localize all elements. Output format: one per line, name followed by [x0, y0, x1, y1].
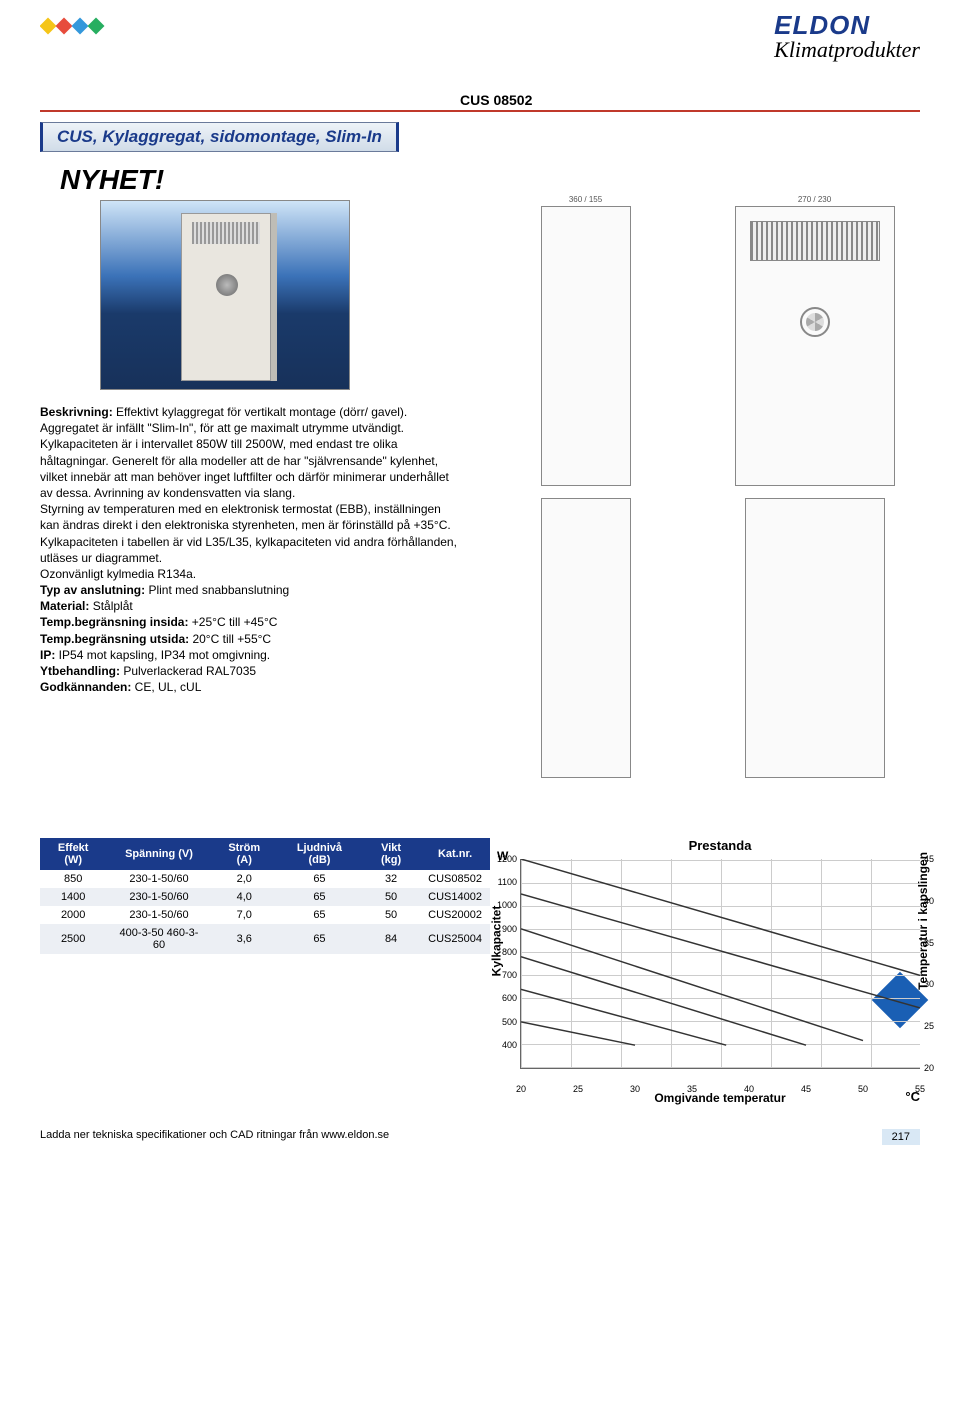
table-row: 850230-1-50/602,06532CUS08502	[40, 870, 490, 888]
model-code: CUS 08502	[460, 92, 532, 108]
footer-text: Ladda ner tekniska specifikationer och C…	[40, 1129, 389, 1145]
spec-table: Effekt (W)Spänning (V)Ström (A)Ljudnivå …	[40, 838, 490, 954]
table-header: Ström (A)	[212, 838, 277, 870]
table-header: Spänning (V)	[106, 838, 211, 870]
new-badge: NYHET!	[60, 164, 920, 196]
table-header: Effekt (W)	[40, 838, 106, 870]
description-text: Beskrivning: Effektivt kylaggregat för v…	[40, 404, 460, 695]
table-header: Ljudnivå (dB)	[277, 838, 362, 870]
table-header: Vikt (kg)	[362, 838, 420, 870]
brand-subtitle: Klimatprodukter	[774, 37, 920, 63]
technical-drawings: 360 / 155 270 / 230	[480, 200, 920, 778]
product-photo	[100, 200, 350, 390]
page-number: 217	[882, 1129, 920, 1145]
table-header: Kat.nr.	[420, 838, 490, 870]
chart-title: Prestanda	[520, 838, 920, 853]
product-title: CUS, Kylaggregat, sidomontage, Slim-In	[40, 122, 399, 152]
performance-chart: W 400500600700800900100011001200 2025303…	[520, 859, 920, 1069]
brand-logo-icon	[40, 10, 120, 45]
table-row: 2000230-1-50/607,06550CUS20002	[40, 906, 490, 924]
table-row: 2500400-3-50 460-3-603,66584CUS25004	[40, 924, 490, 954]
table-row: 1400230-1-50/604,06550CUS14002	[40, 888, 490, 906]
